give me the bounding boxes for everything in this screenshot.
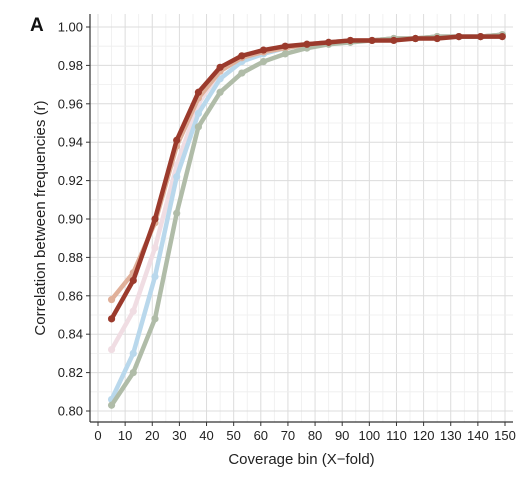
data-point [151,273,159,281]
y-tick-label: 0.96 [58,96,83,111]
x-tick-label: 150 [494,428,516,443]
data-point [346,36,354,45]
data-point [151,215,159,223]
data-point [390,36,398,45]
y-tick-label: 0.94 [58,135,83,150]
data-point [129,369,137,377]
data-point [433,34,441,43]
y-tick-label: 0.88 [58,250,83,265]
y-tick-label: 0.90 [58,212,83,227]
data-point [107,296,116,304]
data-point [194,123,202,131]
x-tick-label: 20 [145,428,159,443]
x-tick-label: 0 [94,428,101,443]
y-tick-label: 0.82 [58,365,83,380]
data-point [281,50,289,58]
data-point [151,244,159,252]
y-axis-ticks: 0.80 0.82 0.84 0.86 0.88 0.90 0.92 0.94 0.96 0.98… [58,20,90,419]
x-tick-label: 70 [281,428,295,443]
data-point [129,276,137,285]
data-point [216,88,224,96]
data-point [216,75,224,83]
data-point [259,46,268,54]
data-point [498,33,506,41]
data-point [411,34,420,43]
y-tick-label: 0.86 [58,288,83,303]
series-5 [107,33,506,323]
x-tick-label: 140 [467,428,489,443]
data-point [107,401,116,409]
x-tick-label: 120 [413,428,435,443]
data-point [281,42,289,50]
x-tick-label: 40 [199,428,213,443]
x-tick-label: 90 [335,428,349,443]
x-tick-label: 60 [254,428,268,443]
data-point [107,315,116,323]
x-tick-label: 80 [308,428,322,443]
data-point [151,315,159,323]
data-point [455,33,463,41]
y-tick-label: 1.00 [58,20,83,35]
panel-label: A [30,15,44,36]
x-tick-label: 130 [440,428,462,443]
x-tick-label: 50 [226,428,240,443]
data-point [107,345,116,354]
data-point [173,209,181,217]
data-point [173,173,181,181]
data-point [238,69,246,77]
x-axis-title: Coverage bin (X−fold) [228,451,374,468]
x-tick-label: 30 [172,428,186,443]
x-tick-label: 110 [386,428,407,443]
data-point [238,52,246,60]
data-point [303,40,311,48]
y-tick-label: 0.84 [58,327,83,342]
data-point [476,33,485,41]
y-tick-label: 0.98 [58,58,83,73]
axes [89,14,513,423]
y-axis-title: Correlation between frequencies (r) [32,100,49,335]
data-point [259,57,268,66]
data-point [216,63,224,71]
x-axis-ticks: 0 10 20 30 40 50 60 70 80 90 100 110 120 130 140 150 [94,422,516,443]
series-layer [107,31,506,409]
data-point [325,38,333,46]
data-point [194,109,202,117]
x-tick-label: 100 [358,428,380,443]
y-tick-label: 0.92 [58,173,83,188]
data-point [194,88,202,96]
data-point [129,307,137,315]
y-tick-label: 0.80 [58,404,83,419]
data-point [129,349,137,357]
data-point [173,136,181,144]
x-tick-label: 10 [118,428,132,443]
data-point [368,36,376,45]
